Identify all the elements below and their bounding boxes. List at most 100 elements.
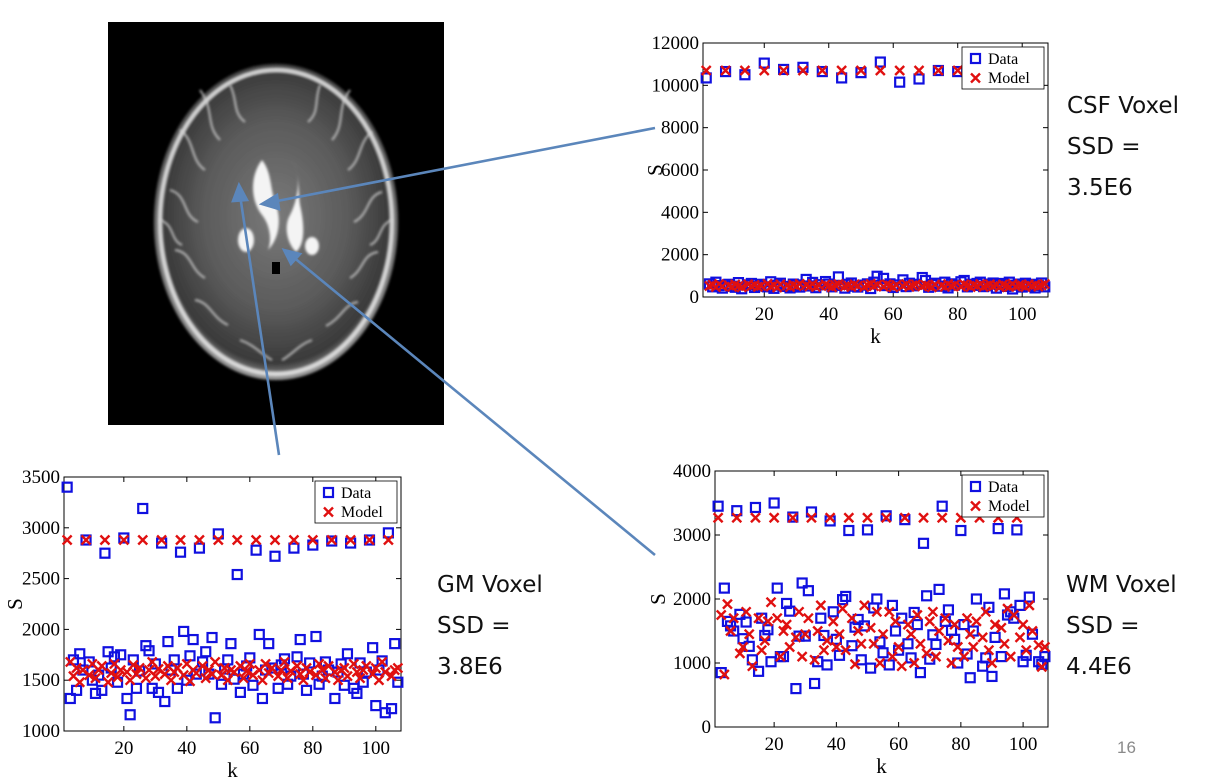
gm-model-point bbox=[83, 669, 95, 681]
wm-ylabel: S bbox=[646, 593, 670, 605]
csf-voxel-title: CSF Voxel bbox=[1067, 93, 1179, 119]
wm-model-point bbox=[958, 651, 970, 662]
csf-data-point bbox=[700, 72, 712, 84]
gm-model-point bbox=[212, 534, 224, 546]
gm-model-point bbox=[304, 666, 316, 678]
wm-model-point bbox=[740, 606, 752, 618]
wm-model-point bbox=[902, 619, 914, 630]
wm-model-point bbox=[787, 512, 799, 524]
wm-model-point bbox=[734, 648, 746, 659]
wm-model-point bbox=[883, 606, 895, 618]
gm-model-point bbox=[112, 671, 123, 683]
csf-ytick-label: 12000 bbox=[652, 33, 700, 54]
wm-legend: Data Model bbox=[961, 474, 1045, 518]
wm-data-point bbox=[861, 524, 874, 536]
gm-data-point bbox=[96, 684, 108, 696]
gm-data-point bbox=[291, 651, 303, 663]
wm-model-point bbox=[924, 616, 936, 627]
csf-model-point bbox=[907, 280, 918, 291]
gm-data-point bbox=[80, 534, 92, 546]
wm-ssd-label: SSD = bbox=[1066, 613, 1140, 639]
gm-model-point bbox=[200, 672, 212, 684]
csf-xtick-label: 100 bbox=[1008, 304, 1037, 325]
gm-legend-data-marker bbox=[322, 486, 335, 499]
csf-legend-model-label: Model bbox=[988, 70, 1030, 87]
wm-data-point bbox=[914, 666, 927, 679]
gm-model-point bbox=[326, 534, 338, 546]
wm-model-point bbox=[868, 638, 880, 650]
wm-model-point bbox=[778, 625, 789, 637]
gm-model-point bbox=[250, 534, 262, 546]
gm-data-point bbox=[108, 651, 120, 663]
wm-model-point bbox=[731, 512, 743, 524]
gm-model-point bbox=[61, 534, 73, 546]
csf-xtick-label: 40 bbox=[819, 304, 838, 325]
gm-model-point bbox=[392, 662, 404, 674]
gm-ytick-label: 2500 bbox=[22, 569, 60, 590]
csf-xtick-label: 20 bbox=[755, 304, 774, 325]
gm-ssd-value: 3.8E6 bbox=[437, 654, 503, 680]
wm-ytick-label: 2000 bbox=[673, 589, 711, 610]
gm-data-point bbox=[269, 550, 281, 562]
wm-model-point bbox=[989, 619, 1001, 630]
wm-data-point bbox=[970, 593, 983, 605]
gm-data-point bbox=[310, 630, 322, 643]
csf-model-point bbox=[836, 65, 847, 76]
wm-model-point bbox=[781, 619, 792, 630]
wm-model-point bbox=[746, 660, 758, 672]
wm-model-point bbox=[899, 512, 911, 524]
gm-model-point bbox=[266, 662, 278, 674]
wm-model-point bbox=[831, 641, 842, 653]
gm-model-point bbox=[137, 534, 149, 546]
wm-model-point bbox=[852, 625, 864, 637]
wm-data-point bbox=[1036, 658, 1048, 670]
csf-model-point bbox=[1039, 278, 1051, 290]
gm-model-point bbox=[275, 664, 287, 676]
wm-model-point bbox=[880, 512, 892, 524]
gm-ytick-label: 3500 bbox=[22, 467, 60, 488]
gm-model-point bbox=[364, 534, 375, 546]
wm-model-point bbox=[964, 628, 976, 640]
gm-data-point bbox=[357, 676, 369, 688]
csf-legend: Data Model bbox=[961, 46, 1045, 90]
gm-chart: 20 40 60 80 100 1000 1500 2000 2500 3000 3500 k S Dat… bbox=[3, 467, 404, 780]
csf-ylabel: S bbox=[643, 164, 667, 176]
gm-data-point bbox=[187, 633, 199, 646]
wm-data-point bbox=[986, 670, 998, 683]
wm-model-point bbox=[908, 657, 920, 669]
wm-data-point bbox=[768, 497, 780, 509]
gm-data-point bbox=[61, 481, 73, 493]
csf-model-point bbox=[958, 278, 970, 290]
wm-xtick-label: 20 bbox=[765, 734, 784, 755]
gm-data-point bbox=[64, 692, 76, 705]
wm-model-point bbox=[971, 616, 982, 627]
wm-model-point bbox=[877, 628, 889, 640]
gm-model-point bbox=[351, 666, 363, 678]
gm-ssd-label: SSD = bbox=[437, 613, 511, 639]
wm-xtick-label: 40 bbox=[827, 734, 846, 755]
gm-voxel-title: GM Voxel bbox=[437, 572, 543, 598]
gm-data-point bbox=[178, 625, 190, 638]
wm-model-point bbox=[949, 619, 960, 630]
wm-data-point bbox=[762, 624, 774, 636]
gm-data-point bbox=[171, 682, 183, 694]
wm-model-point bbox=[812, 625, 824, 637]
gm-xlabel: k bbox=[227, 758, 238, 780]
gm-model-point bbox=[134, 662, 145, 674]
gm-model-point bbox=[105, 667, 117, 679]
gm-data-point bbox=[143, 645, 155, 657]
gm-model-point bbox=[361, 660, 372, 672]
gm-data-point bbox=[304, 657, 316, 669]
gm-data-point bbox=[329, 692, 341, 705]
gm-model-point bbox=[342, 670, 353, 682]
wm-model-point bbox=[849, 658, 861, 670]
gm-xtick-label: 60 bbox=[240, 738, 259, 759]
wm-model-point bbox=[995, 622, 1007, 634]
gm-model-point bbox=[231, 534, 243, 546]
wm-points bbox=[712, 497, 1051, 695]
gm-data-point bbox=[159, 695, 171, 708]
csf-data-point bbox=[932, 64, 944, 77]
gm-model-point bbox=[71, 662, 82, 674]
wm-model-point bbox=[790, 632, 802, 643]
gm-model-point bbox=[90, 672, 101, 684]
